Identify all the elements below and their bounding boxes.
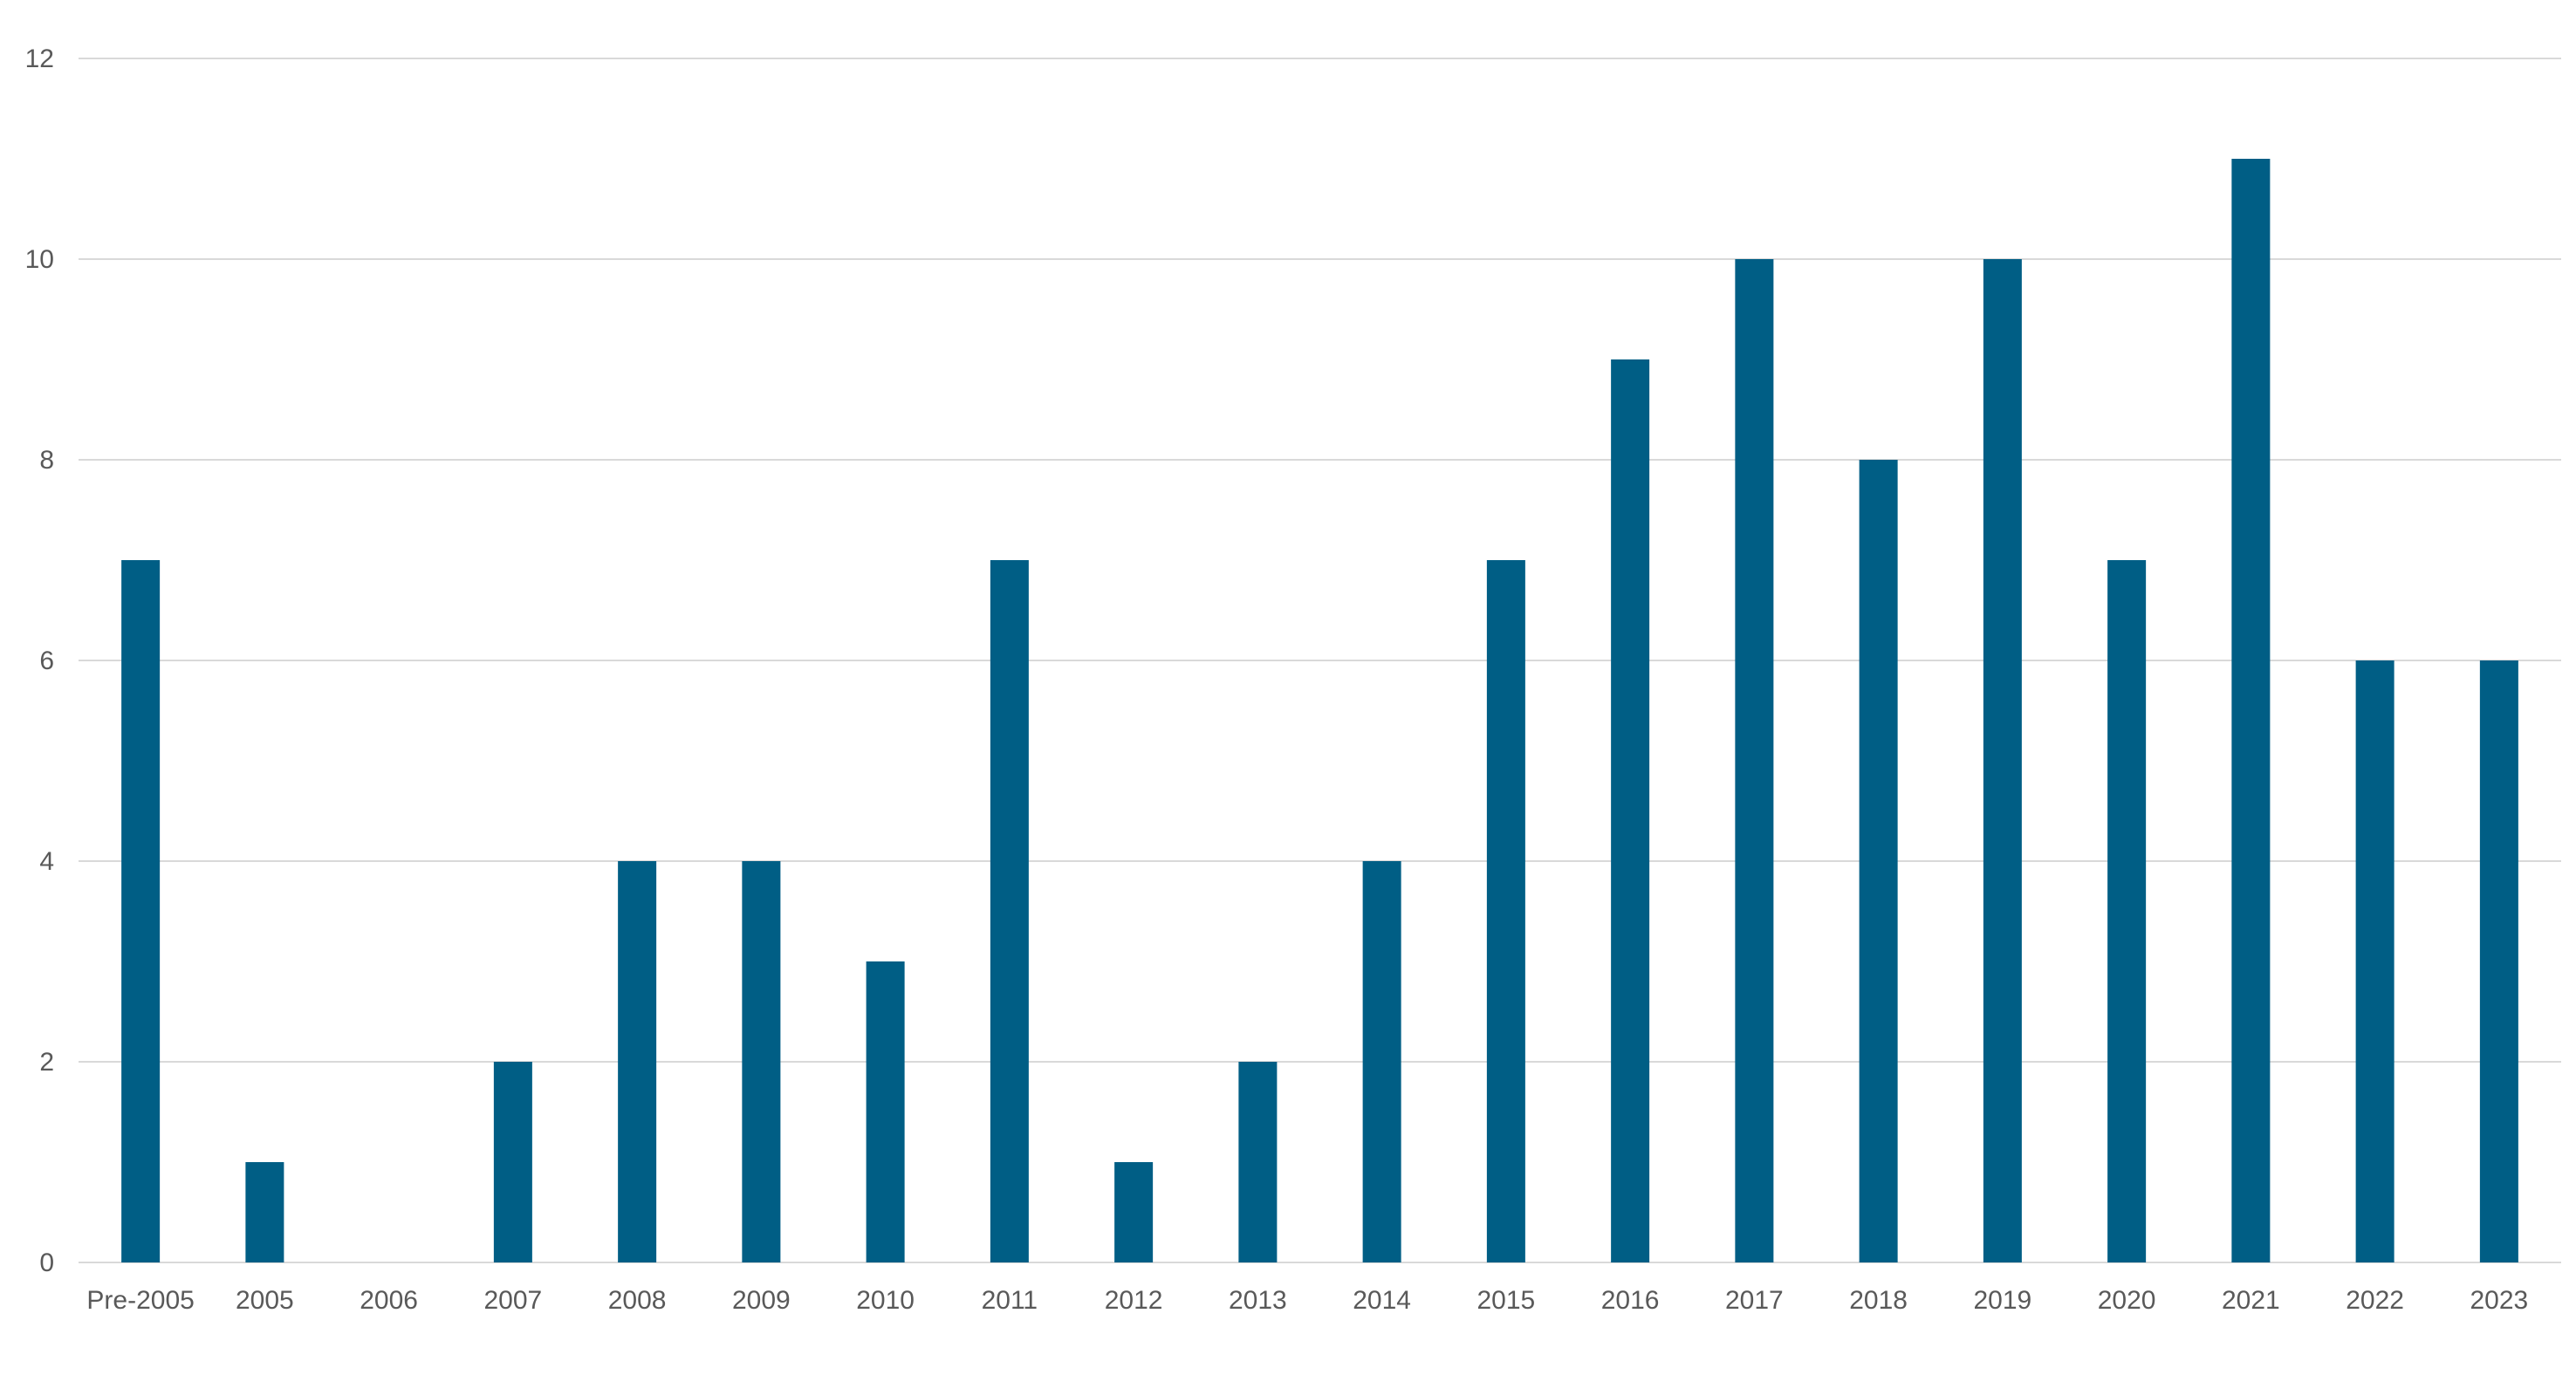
x-category-label: 2022 (2346, 1286, 2404, 1315)
bar (1859, 460, 1898, 1262)
x-category-label: 2008 (608, 1286, 667, 1315)
bar (2231, 159, 2271, 1262)
x-category-label: 2007 (484, 1286, 543, 1315)
x-category-label: 2014 (1353, 1286, 1411, 1315)
y-tick-label: 12 (25, 44, 54, 73)
y-axis-tick-labels: 0 2 4 6 8 10 12 (25, 44, 54, 1277)
x-category-label: 2013 (1229, 1286, 1287, 1315)
bar (121, 560, 161, 1262)
x-category-label: 2016 (1601, 1286, 1660, 1315)
bar (493, 1062, 532, 1262)
x-category-label: 2019 (1974, 1286, 2032, 1315)
bar (866, 961, 905, 1262)
x-category-label: 2021 (2222, 1286, 2280, 1315)
y-tick-label: 6 (39, 646, 54, 675)
bar (1611, 359, 1650, 1262)
x-category-label: 2017 (1725, 1286, 1784, 1315)
bar (1735, 259, 1774, 1262)
y-tick-label: 10 (25, 245, 54, 274)
x-axis-category-labels: Pre-2005 2005 2006 2007 2008 2009 2010 2011 2012… (86, 1286, 2528, 1315)
x-category-label: 2011 (982, 1286, 1038, 1315)
x-category-label: 2012 (1105, 1286, 1163, 1315)
y-tick-label: 2 (39, 1048, 54, 1077)
x-category-label: 2015 (1477, 1286, 1536, 1315)
bar (1486, 560, 1525, 1262)
bar (2479, 660, 2518, 1262)
bar (1238, 1062, 1278, 1262)
y-tick-label: 0 (39, 1248, 54, 1277)
x-category-label: 2005 (236, 1286, 294, 1315)
bar (2355, 660, 2394, 1262)
bar (618, 861, 657, 1262)
x-category-label: 2020 (2098, 1286, 2156, 1315)
x-category-label: Pre-2005 (86, 1286, 194, 1315)
bar (990, 560, 1029, 1262)
gridlines (79, 58, 2561, 1263)
bar (742, 861, 781, 1262)
x-category-label: 2023 (2470, 1286, 2529, 1315)
bars (121, 159, 2518, 1262)
x-category-label: 2018 (1849, 1286, 1908, 1315)
bar (2107, 560, 2147, 1262)
y-tick-label: 8 (39, 446, 54, 475)
bar (1362, 861, 1401, 1262)
x-category-label: 2010 (856, 1286, 915, 1315)
bar (1114, 1162, 1154, 1262)
y-tick-label: 4 (39, 847, 54, 876)
bar (245, 1162, 284, 1262)
x-category-label: 2009 (732, 1286, 791, 1315)
x-category-label: 2006 (360, 1286, 418, 1315)
bar (1983, 259, 2022, 1262)
